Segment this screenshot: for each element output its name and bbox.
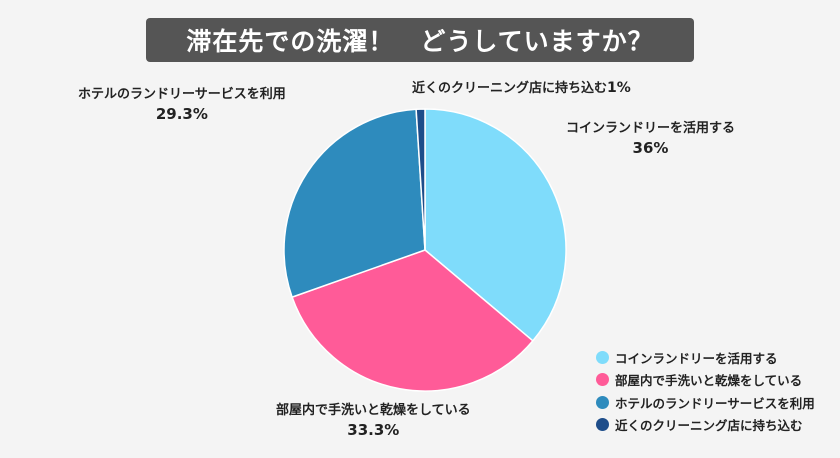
pie-slice-hand-wash — [291, 249, 534, 392]
pie-slice-cleaning-shop — [415, 108, 426, 251]
slice-label-name-text: 近くのクリーニング店に持ち込む — [412, 81, 608, 96]
slice-label-hotel-laundry: ホテルのランドリーサービスを利用 29.3% — [78, 86, 286, 124]
legend-label: コインランドリーを活用する — [615, 350, 778, 366]
slice-label-value: 1% — [607, 80, 631, 96]
legend: コインランドリーを活用する 部屋内で手洗いと乾燥をしている ホテルのランドリーサ… — [596, 346, 815, 436]
chart-title: 滞在先での洗濯！ どうしていますか？ — [146, 18, 694, 62]
slice-label-value: 33.3% — [347, 420, 400, 439]
slice-label-hand-wash: 部屋内で手洗いと乾燥をしている 33.3% — [276, 402, 471, 440]
slice-label-name: コインランドリーを活用する — [566, 121, 736, 136]
pie-slice-coin-laundry — [424, 108, 567, 342]
legend-item-hand-wash: 部屋内で手洗いと乾燥をしている — [596, 369, 815, 392]
legend-marker — [596, 373, 609, 387]
legend-label: ホテルのランドリーサービスを利用 — [615, 395, 815, 411]
slice-label-name: ホテルのランドリーサービスを利用 — [78, 87, 286, 102]
legend-label: 近くのクリーニング店に持ち込む — [615, 418, 803, 434]
legend-marker — [596, 350, 609, 364]
slice-label-name: 部屋内で手洗いと乾燥をしている — [276, 403, 471, 418]
slice-label-value: 29.3% — [155, 104, 208, 123]
legend-item-cleaning-shop: 近くのクリーニング店に持ち込む — [596, 414, 815, 437]
slice-label-coin-laundry: コインランドリーを活用する 36% — [566, 120, 735, 158]
slice-label-cleaning-shop: 近くのクリーニング店に持ち込む1% — [412, 76, 631, 98]
pie-slice-hotel-laundry — [283, 108, 426, 299]
slice-label-value: 36% — [632, 138, 669, 157]
legend-marker — [596, 395, 609, 409]
legend-item-coin-laundry: コインランドリーを活用する — [596, 346, 815, 369]
legend-marker — [596, 418, 609, 432]
legend-label: 部屋内で手洗いと乾燥をしている — [615, 373, 803, 389]
legend-item-hotel-laundry: ホテルのランドリーサービスを利用 — [596, 391, 815, 414]
slice-label-name: 近くのクリーニング店に持ち込む1% — [412, 80, 631, 96]
pie-slices — [283, 108, 567, 392]
